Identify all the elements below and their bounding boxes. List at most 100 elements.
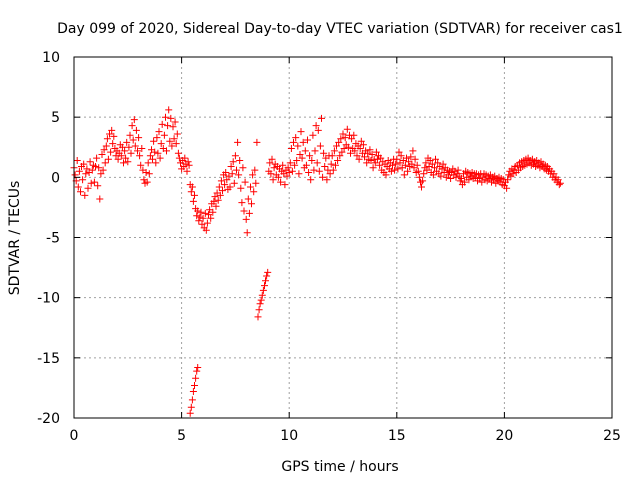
data-point [241,178,249,186]
data-point [258,291,266,299]
data-point [231,152,239,160]
data-point [75,167,83,175]
data-point [292,134,300,142]
data-point [431,164,438,172]
data-point [248,200,255,208]
data-point [434,159,442,167]
data-point [125,143,133,151]
data-point [187,403,195,411]
data-point [215,183,223,191]
data-point [202,226,210,234]
data-point [236,157,244,164]
data-point [135,134,143,142]
data-point [337,135,345,143]
data-point [291,161,299,169]
data-point [555,181,563,189]
data-point [359,141,367,149]
data-point [426,157,434,164]
data-point [413,161,421,169]
data-point [268,155,276,163]
data-point [372,148,380,156]
data-point [335,138,343,146]
data-point [357,137,365,145]
data-point [104,155,112,163]
data-point [404,167,412,175]
data-point [244,195,252,203]
data-point [295,170,303,178]
data-point [136,152,144,160]
data-point [263,272,271,280]
data-point [79,176,87,184]
data-point [364,149,372,157]
data-point [86,158,94,166]
data-point [210,197,218,205]
data-point [340,145,348,152]
data-point [138,145,146,152]
data-point [304,136,311,144]
data-point [156,154,164,162]
data-point [153,134,161,142]
data-point [245,209,253,217]
data-point [230,179,238,187]
data-point [343,125,351,133]
data-point [221,181,229,189]
data-point [88,166,96,174]
data-point [429,171,437,179]
data-point [465,176,473,184]
data-point [415,173,423,181]
data-point [131,142,139,150]
data-point [407,153,415,161]
data-point [209,208,217,216]
data-point [172,140,180,148]
data-point [130,116,138,124]
data-point [118,143,126,151]
data-point [461,178,469,186]
data-point [211,193,219,201]
data-point [237,184,245,192]
data-point [369,164,377,172]
data-point [227,163,235,170]
data-point [252,179,260,187]
data-point [150,137,158,145]
data-point [408,160,416,168]
data-point [158,120,166,128]
data-point [192,374,200,382]
data-point [142,169,150,176]
data-point [423,166,431,174]
data-point [438,165,446,173]
data-point [254,313,262,321]
data-point [401,161,409,169]
data-point [315,167,323,175]
y-tick-label: -15 [37,351,60,367]
data-point [239,164,247,172]
data-point [286,159,294,167]
chart-title: Day 099 of 2020, Sidereal Day-to-day VTE… [57,21,623,37]
data-point [183,167,191,175]
x-tick-label: 5 [177,428,186,444]
data-point [554,176,562,184]
data-point [432,155,439,163]
data-point [509,170,517,178]
data-point [347,149,354,157]
data-point [550,170,558,178]
data-point [367,157,375,164]
data-point [504,176,512,184]
data-point [181,154,189,162]
data-point [373,155,381,163]
data-point [503,184,511,192]
data-point [368,151,376,158]
data-point [311,147,319,155]
data-point [355,155,363,163]
data-point [376,161,384,169]
data-point [80,160,88,168]
y-tick-label: 0 [51,170,60,186]
data-point [394,165,402,173]
data-point [297,128,305,136]
data-point [363,159,371,167]
y-tick-label: 5 [51,110,60,126]
data-point [187,188,195,196]
data-point [392,160,400,168]
data-point [293,157,301,164]
data-point [222,169,230,176]
